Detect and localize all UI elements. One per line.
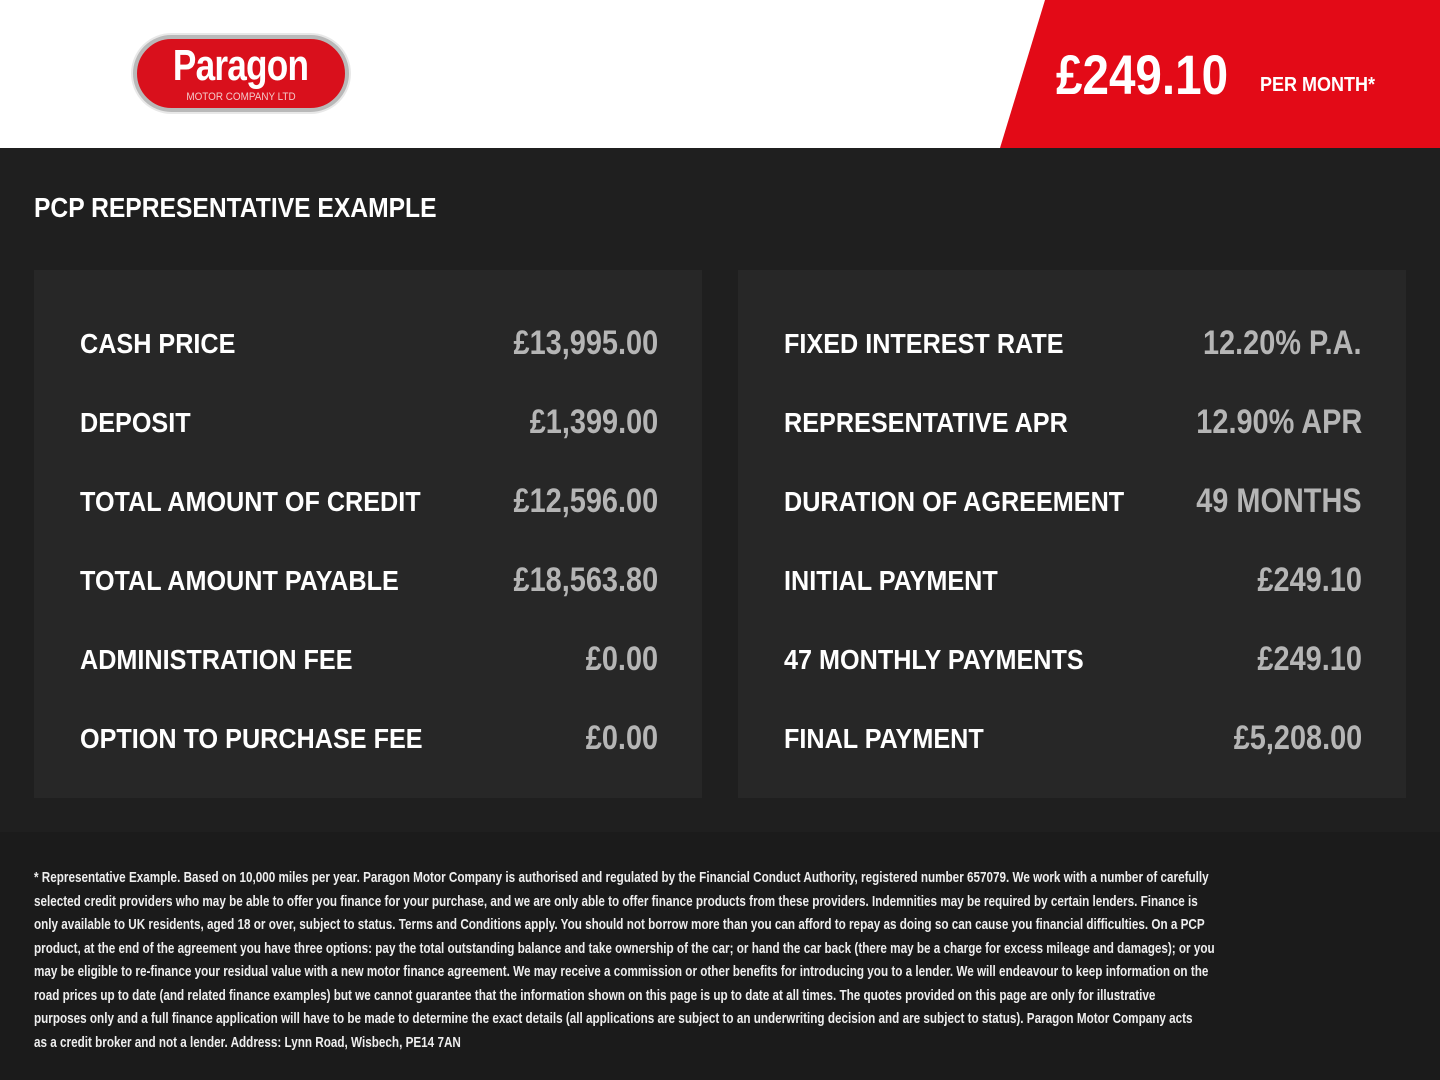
monthly-price: £249.10: [1056, 43, 1229, 106]
row-value: £18,563.80: [513, 561, 658, 599]
row-label: DEPOSIT: [80, 407, 191, 438]
row-label: REPRESENTATIVE APR: [784, 407, 1068, 438]
row-value: 49 MONTHS: [1196, 482, 1362, 520]
row-label: INITIAL PAYMENT: [784, 565, 998, 596]
finance-row: DURATION OF AGREEMENT 49 MONTHS: [784, 482, 1362, 526]
finance-row: FIXED INTEREST RATE 12.20% P.A.: [784, 324, 1362, 368]
disclaimer-line: selected credit providers who may be abl…: [34, 892, 1198, 910]
left-finance-panel: CASH PRICE £13,995.00 DEPOSIT £1,399.00 TOTA…: [34, 270, 702, 798]
section-title: PCP REPRESENTATIVE EXAMPLE: [34, 192, 437, 223]
row-label: CASH PRICE: [80, 328, 236, 359]
row-value: £249.10: [1257, 640, 1362, 678]
row-value: £0.00: [585, 640, 658, 678]
header: Paragon MOTOR COMPANY LTD £249.10 PER MO…: [0, 0, 1440, 148]
row-label: DURATION OF AGREEMENT: [784, 486, 1125, 517]
per-month-label: PER MONTH*: [1260, 74, 1376, 96]
disclaimer-line: as a credit broker and not a lender. Add…: [34, 1033, 461, 1051]
finance-row: OPTION TO PURCHASE FEE £0.00: [80, 719, 658, 763]
disclaimer-line: purposes only and a full finance applica…: [34, 1010, 1193, 1027]
disclaimer-line: may be eligible to re-finance your resid…: [34, 963, 1209, 980]
finance-row: INITIAL PAYMENT £249.10: [784, 561, 1362, 605]
row-label: TOTAL AMOUNT PAYABLE: [80, 565, 399, 596]
row-value: 12.20% P.A.: [1203, 324, 1362, 362]
finance-row: CASH PRICE £13,995.00: [80, 324, 658, 368]
row-label: ADMINISTRATION FEE: [80, 644, 353, 675]
disclaimer-line: * Representative Example. Based on 10,00…: [34, 869, 1209, 886]
paragon-logo: Paragon MOTOR COMPANY LTD: [133, 35, 349, 112]
row-value: £0.00: [585, 719, 658, 757]
price-banner: [1000, 0, 1440, 148]
finance-row: DEPOSIT £1,399.00: [80, 403, 658, 447]
row-value: £249.10: [1257, 561, 1362, 599]
footer: [0, 832, 1440, 1080]
disclaimer-line: only available to UK residents, aged 18 …: [34, 916, 1205, 933]
row-label: FIXED INTEREST RATE: [784, 328, 1064, 359]
row-label: 47 MONTHLY PAYMENTS: [784, 644, 1084, 675]
finance-row: REPRESENTATIVE APR 12.90% APR: [784, 403, 1362, 447]
logo-brand: Paragon: [173, 41, 309, 90]
finance-row: TOTAL AMOUNT PAYABLE £18,563.80: [80, 561, 658, 605]
finance-row: FINAL PAYMENT £5,208.00: [784, 719, 1362, 763]
disclaimer-line: product, at the end of the agreement you…: [34, 939, 1215, 957]
disclaimer-line: road prices up to date (and related fina…: [34, 986, 1156, 1004]
row-value: £1,399.00: [529, 403, 658, 441]
row-label: OPTION TO PURCHASE FEE: [80, 723, 423, 754]
row-value: 12.90% APR: [1195, 403, 1362, 441]
row-value: £12,596.00: [513, 482, 658, 520]
finance-row: TOTAL AMOUNT OF CREDIT £12,596.00: [80, 482, 658, 526]
row-value: £5,208.00: [1233, 719, 1362, 757]
row-label: TOTAL AMOUNT OF CREDIT: [80, 486, 421, 517]
disclaimer: * Representative Example. Based on 10,00…: [34, 866, 1440, 1054]
logo-subtitle: MOTOR COMPANY LTD: [186, 91, 296, 103]
row-label: FINAL PAYMENT: [784, 723, 984, 754]
row-value: £13,995.00: [513, 324, 658, 362]
right-finance-panel: FIXED INTEREST RATE 12.20% P.A. REPRESENTA…: [738, 270, 1406, 798]
finance-row: 47 MONTHLY PAYMENTS £249.10: [784, 640, 1362, 684]
finance-row: ADMINISTRATION FEE £0.00: [80, 640, 658, 684]
